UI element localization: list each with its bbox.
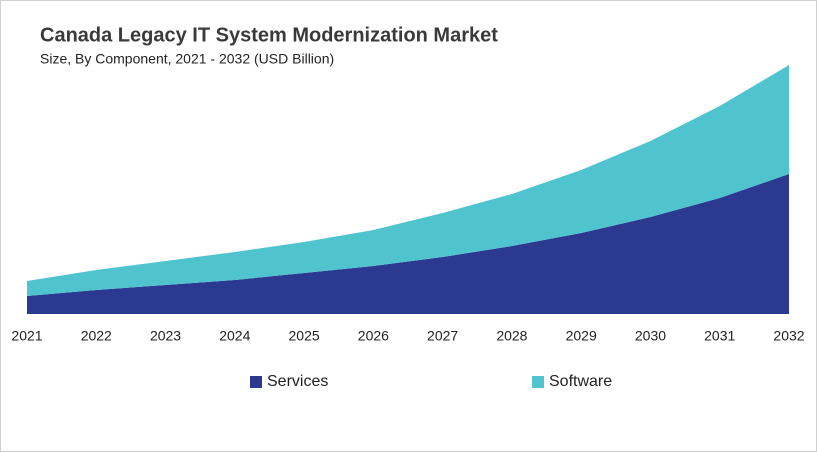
- x-tick-label: 2021: [11, 328, 42, 344]
- x-tick-label: 2026: [358, 328, 389, 344]
- area: [27, 174, 789, 314]
- legend-swatch: [250, 376, 262, 388]
- legend-label: Services: [267, 373, 328, 390]
- chart-subtitle: Size, By Component, 2021 - 2032 (USD Bil…: [40, 51, 334, 67]
- x-tick-label: 2023: [150, 328, 181, 344]
- x-tick-label: 2024: [219, 328, 250, 344]
- chart-title: Canada Legacy IT System Modernization Ma…: [40, 24, 498, 46]
- x-tick-label: 2027: [427, 328, 458, 344]
- legend-swatch: [532, 376, 544, 388]
- x-tick-label: 2032: [773, 328, 804, 344]
- x-tick-label: 2029: [566, 328, 597, 344]
- x-tick-label: 2030: [635, 328, 666, 344]
- x-tick-label: 2025: [289, 328, 320, 344]
- x-tick-label: 2022: [81, 328, 112, 344]
- x-tick-label: 2031: [704, 328, 735, 344]
- x-tick-label: 2028: [496, 328, 527, 344]
- legend-label: Software: [549, 373, 612, 390]
- area: [27, 65, 789, 296]
